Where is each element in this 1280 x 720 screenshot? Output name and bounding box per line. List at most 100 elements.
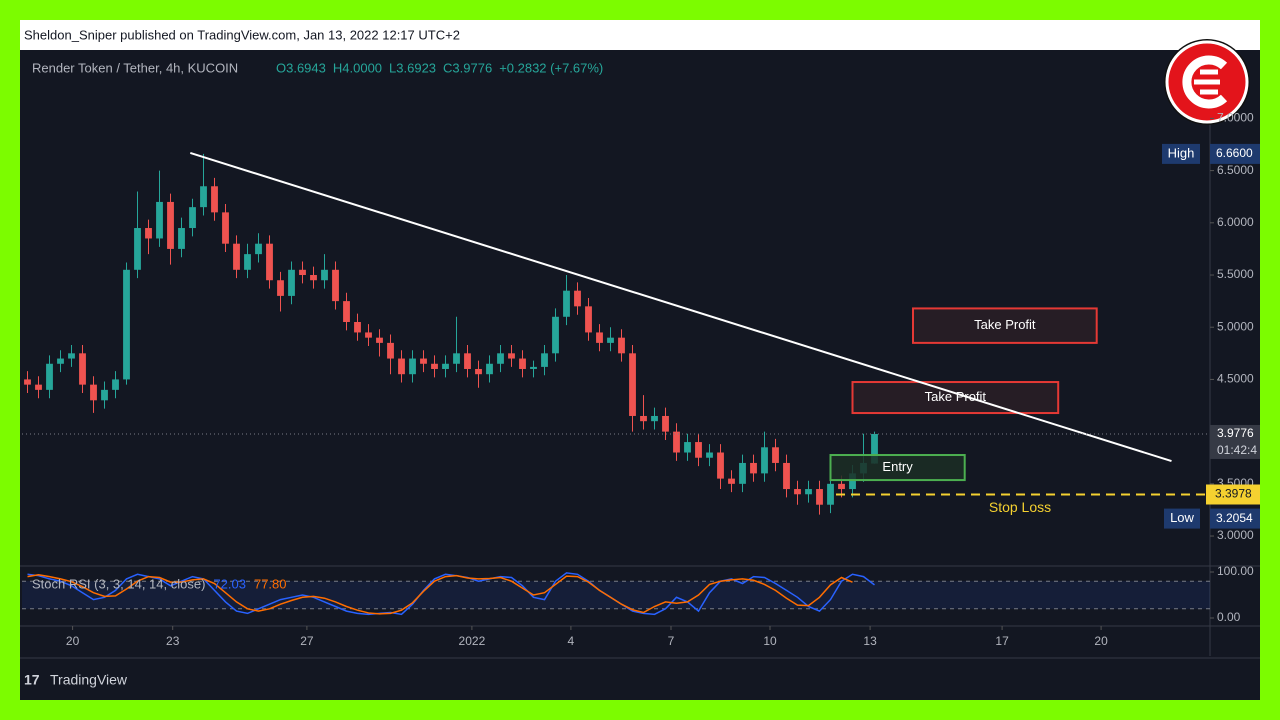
candle-body [244,254,251,270]
brand-logo [1164,39,1250,125]
x-tick-label: 27 [300,634,314,648]
candle-body [541,353,548,367]
candle-body [827,483,834,505]
candle-body [46,363,53,390]
indicator-line [27,574,853,615]
y-tick-label: 7.0000 [1217,111,1254,125]
candle-body [607,337,614,343]
candle-body [552,316,559,354]
zone [829,454,966,482]
low-name-tag [1164,508,1200,529]
candle-body [618,337,625,354]
x-tick-label: 20 [66,634,80,648]
candle-body [365,332,372,338]
y-tick-label: 5.0000 [1217,319,1254,333]
footer-brand: TradingView [50,672,128,688]
x-tick-label: 10 [763,634,777,648]
candle-body [706,452,713,458]
candle-body [794,489,801,495]
candle-body [464,353,471,369]
candle-body [629,353,636,416]
candle-body [57,358,64,364]
stop-loss-label: Stop Loss [989,499,1051,515]
candle-body [101,389,108,401]
candle-body [343,301,350,322]
candle-body [68,353,75,359]
candle-body [717,452,724,479]
candle-body [200,186,207,208]
ohlc-value: L3.6923 [389,60,436,75]
candle-body [288,269,295,296]
candle-body [409,358,416,375]
candle-body [728,478,735,484]
zone [912,307,1098,344]
indicator-title: Stoch RSI (3, 3, 14, 14, close) [32,576,205,591]
low-price: 3.2054 [1216,511,1253,525]
candle-body [376,337,383,343]
candle-body [178,228,185,249]
candle-body [167,201,174,249]
low-name: Low [1170,510,1194,525]
high-price-tag [1210,143,1260,164]
candle-body [453,353,460,364]
y-tick-label: 5.5000 [1217,267,1254,281]
stop-loss-tag [1206,484,1260,505]
candle-body [299,269,306,276]
candle-body [838,483,845,490]
candle-body [574,290,581,307]
ohlc-value: +0.2832 (+7.67%) [499,60,603,75]
candle-body [519,358,526,369]
candle-body [475,368,482,375]
candle-body [651,415,658,422]
tv-logo: 17 [24,672,40,688]
ind-y-tick-label: 0.00 [1217,610,1241,624]
x-tick-label: 20 [1094,634,1108,648]
candle-body [145,228,152,239]
ind-y-tick-label: 100.00 [1217,564,1254,578]
candle-body [673,431,680,453]
zone-label: Entry [882,459,913,474]
candle-body [90,384,97,401]
candle-body [640,415,647,422]
candle-body [79,353,86,385]
publisher: Sheldon_Sniper published on TradingView.… [24,27,460,42]
candle-body [189,207,196,229]
high-name: High [1168,145,1195,160]
candle-body [684,442,691,453]
candle-body [222,212,229,244]
y-tick-label: 6.5000 [1217,163,1254,177]
candle-body [420,358,427,364]
band-fill [22,581,1210,609]
indicator-value: 72.03 [213,576,246,591]
candle-body [431,363,438,369]
candle-body [662,415,669,432]
chart-bg [20,50,1260,700]
candle-body [508,353,515,359]
candle-body [750,462,757,474]
header-bar [20,20,1260,50]
candle-body [398,358,405,375]
ohlc-value: H4.0000 [333,60,382,75]
candle-body [816,489,823,505]
candle-body [761,447,768,474]
zone-label: Take Profit [925,389,987,404]
y-tick-label: 3.0000 [1217,528,1254,542]
candle-body [596,332,603,343]
zone [851,381,1060,415]
candle-body [266,243,273,281]
countdown: 01:42:4 [1217,443,1257,457]
x-tick-label: 2022 [459,634,486,648]
candle-body [783,462,790,490]
candle-body [123,269,130,380]
candle-body [497,353,504,364]
candle-body [255,243,262,255]
candle-body [354,321,361,333]
candle-body [310,275,317,281]
y-tick-label: 4.5000 [1217,372,1254,386]
x-tick-label: 7 [668,634,675,648]
candle-body [805,489,812,495]
candle-body [24,379,31,385]
candle-body [563,290,570,317]
y-tick-label: 6.0000 [1217,215,1254,229]
candle-body [277,280,284,296]
